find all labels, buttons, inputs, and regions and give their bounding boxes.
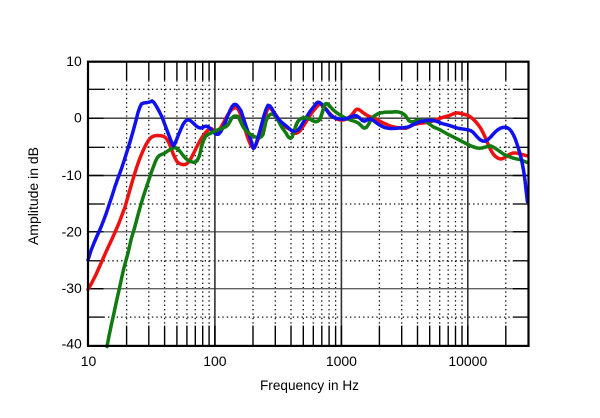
svg-text:1000: 1000 xyxy=(326,353,357,369)
svg-text:10: 10 xyxy=(66,53,82,69)
svg-text:-20: -20 xyxy=(62,223,82,239)
svg-text:-10: -10 xyxy=(62,167,82,183)
svg-text:10: 10 xyxy=(81,353,97,369)
svg-text:Frequency in Hz: Frequency in Hz xyxy=(260,378,359,393)
svg-text:Amplitude in dB: Amplitude in dB xyxy=(25,147,41,245)
svg-text:0: 0 xyxy=(74,110,82,126)
svg-text:10000: 10000 xyxy=(448,353,487,369)
svg-text:-30: -30 xyxy=(62,280,82,296)
svg-text:100: 100 xyxy=(203,353,227,369)
svg-text:-40: -40 xyxy=(62,336,82,352)
